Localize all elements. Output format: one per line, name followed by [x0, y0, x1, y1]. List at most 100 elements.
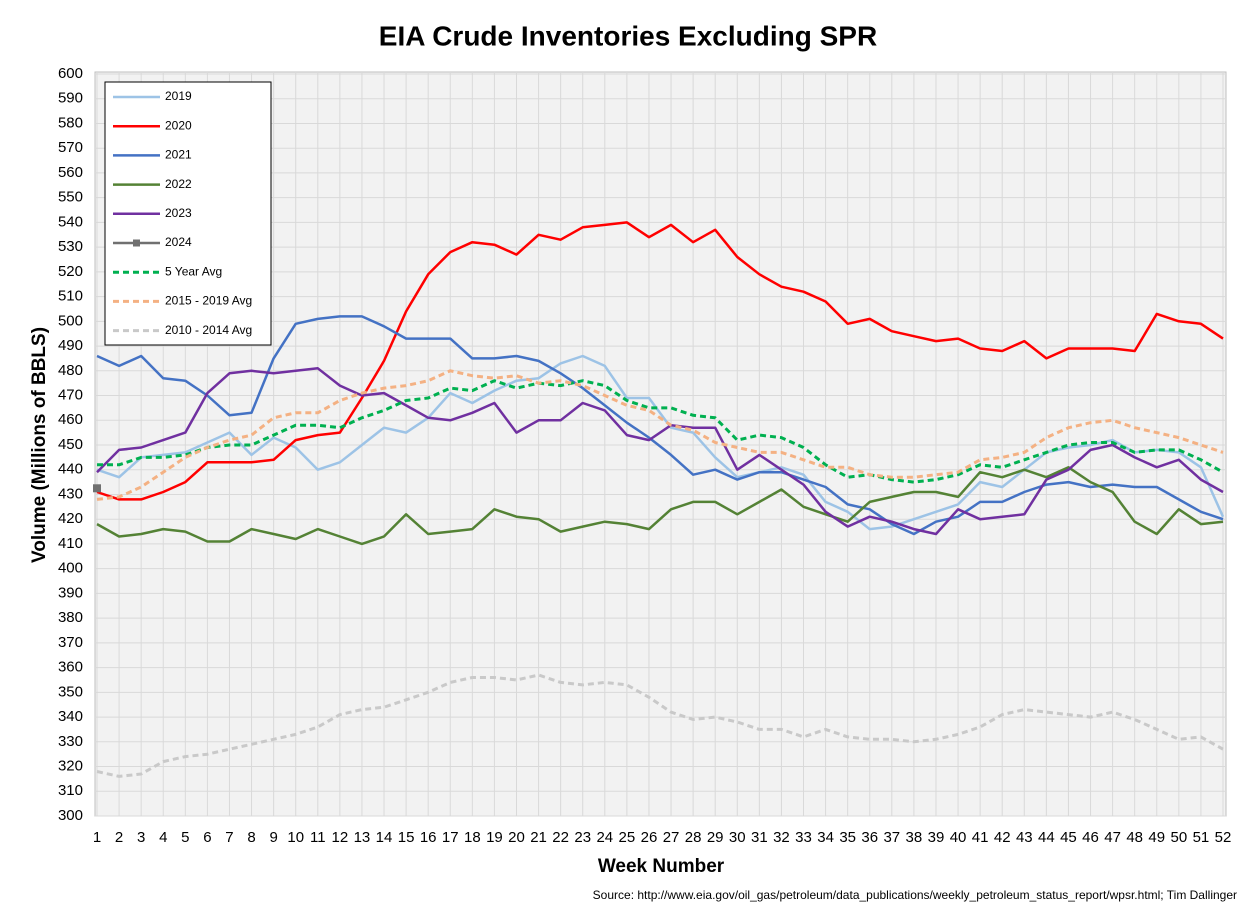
- series-line: [97, 379, 1224, 484]
- x-tick-label: 28: [685, 829, 702, 846]
- x-tick-label: 31: [751, 829, 768, 846]
- y-tick-label: 550: [58, 189, 83, 206]
- x-tick-label: 42: [994, 829, 1011, 846]
- grid: [95, 72, 1226, 817]
- y-tick-label: 370: [58, 634, 83, 651]
- x-tick-label: 45: [1060, 829, 1077, 846]
- x-tick-label: 16: [420, 829, 437, 846]
- y-tick-label: 470: [58, 387, 83, 404]
- y-tick-label: 390: [58, 584, 83, 601]
- legend-label: 2019: [165, 89, 192, 103]
- legend-label: 2024: [165, 235, 192, 249]
- series-line: [96, 673, 1224, 778]
- y-tick-label: 560: [58, 164, 83, 181]
- y-tick-label: 540: [58, 213, 83, 230]
- legend-marker: [133, 239, 140, 247]
- x-tick-label: 51: [1193, 829, 1210, 846]
- x-tick-label: 1: [93, 829, 101, 846]
- x-tick-label: 37: [883, 829, 900, 846]
- x-tick-label: 44: [1038, 829, 1055, 846]
- x-tick-label: 19: [486, 829, 503, 846]
- x-tick-label: 15: [398, 829, 415, 846]
- y-tick-label: 310: [58, 782, 83, 799]
- x-tick-label: 27: [663, 829, 680, 846]
- x-tick-label: 30: [729, 829, 746, 846]
- y-tick-label: 430: [58, 485, 83, 502]
- legend-label: 2023: [165, 206, 192, 220]
- chart-title: EIA Crude Inventories Excluding SPR: [379, 20, 877, 51]
- x-tick-label: 47: [1104, 829, 1121, 846]
- x-tick-label: 49: [1148, 829, 1165, 846]
- x-tick-label: 34: [817, 829, 834, 846]
- x-tick-label: 2: [115, 829, 123, 846]
- x-tick-label: 48: [1126, 829, 1143, 846]
- source-note: Source: http://www.eia.gov/oil_gas/petro…: [593, 888, 1237, 902]
- x-tick-label: 18: [464, 829, 481, 846]
- x-tick-label: 6: [203, 829, 211, 846]
- x-tick-label: 32: [773, 829, 790, 846]
- y-axis-label: Volume (Millions of BBLS): [29, 327, 50, 563]
- x-tick-label: 22: [552, 829, 569, 846]
- series-line: [96, 315, 1224, 536]
- x-tick-label: 8: [247, 829, 255, 846]
- legend-label: 5 Year Avg: [165, 264, 222, 278]
- y-tick-label: 300: [58, 807, 83, 824]
- x-tick-label: 39: [928, 829, 945, 846]
- legend-label: 2020: [165, 118, 192, 132]
- x-tick-label: 43: [1016, 829, 1033, 846]
- legend-label: 2015 - 2019 Avg: [165, 294, 252, 308]
- series-line: [96, 354, 1225, 531]
- y-tick-label: 530: [58, 238, 83, 255]
- y-tick-label: 440: [58, 461, 83, 478]
- series-line: [96, 367, 1224, 536]
- x-tick-label: 17: [442, 829, 459, 846]
- x-tick-label: 52: [1215, 829, 1232, 846]
- y-tick-label: 380: [58, 609, 83, 626]
- x-tick-label: 25: [619, 829, 636, 846]
- x-tick-label: 33: [795, 829, 812, 846]
- y-tick-label: 580: [58, 114, 83, 131]
- x-tick-label: 20: [508, 829, 525, 846]
- x-tick-label: 46: [1082, 829, 1099, 846]
- x-tick-label: 21: [530, 829, 547, 846]
- x-tick-label: 24: [596, 829, 613, 846]
- x-tick-label: 12: [332, 829, 349, 846]
- legend-label: 2022: [165, 177, 192, 191]
- x-tick-label: 41: [972, 829, 989, 846]
- x-tick-label: 40: [950, 829, 967, 846]
- y-tick-label: 480: [58, 362, 83, 379]
- y-tick-label: 320: [58, 758, 83, 775]
- y-tick-label: 520: [58, 263, 83, 280]
- x-tick-label: 36: [861, 829, 878, 846]
- x-tick-label: 11: [310, 829, 326, 846]
- y-tick-label: 460: [58, 411, 83, 428]
- series-line: [96, 221, 1224, 501]
- x-tick-label: 26: [641, 829, 658, 846]
- y-tick-label: 500: [58, 312, 83, 329]
- x-tick-label: 35: [839, 829, 856, 846]
- x-tick-label: 38: [906, 829, 923, 846]
- x-tick-label: 9: [269, 829, 277, 846]
- legend-label: 2010 - 2014 Avg: [165, 323, 252, 337]
- series-line: [96, 466, 1224, 546]
- y-tick-label: 510: [58, 288, 83, 305]
- x-tick-label: 14: [376, 829, 393, 846]
- y-tick-label: 350: [58, 683, 83, 700]
- y-tick-label: 420: [58, 510, 83, 527]
- y-tick-label: 490: [58, 337, 83, 354]
- y-tick-label: 600: [58, 65, 83, 82]
- x-tick-label: 3: [137, 829, 145, 846]
- legend: 2019 2020 2021 2022 2023 2024 5 Year Avg 2015 -…: [104, 81, 272, 346]
- y-tick-label: 570: [58, 139, 83, 156]
- point-marker: [93, 484, 101, 493]
- y-tick-label: 590: [58, 90, 83, 107]
- y-tick-label: 450: [58, 436, 83, 453]
- x-axis-label: Week Number: [598, 856, 725, 877]
- legend-label: 2021: [165, 148, 192, 162]
- lines: [93, 221, 1225, 778]
- y-tick-label: 410: [58, 535, 83, 552]
- y-tick-label: 330: [58, 733, 83, 750]
- y-tick-label: 340: [58, 708, 83, 725]
- x-tick-label: 29: [707, 829, 724, 846]
